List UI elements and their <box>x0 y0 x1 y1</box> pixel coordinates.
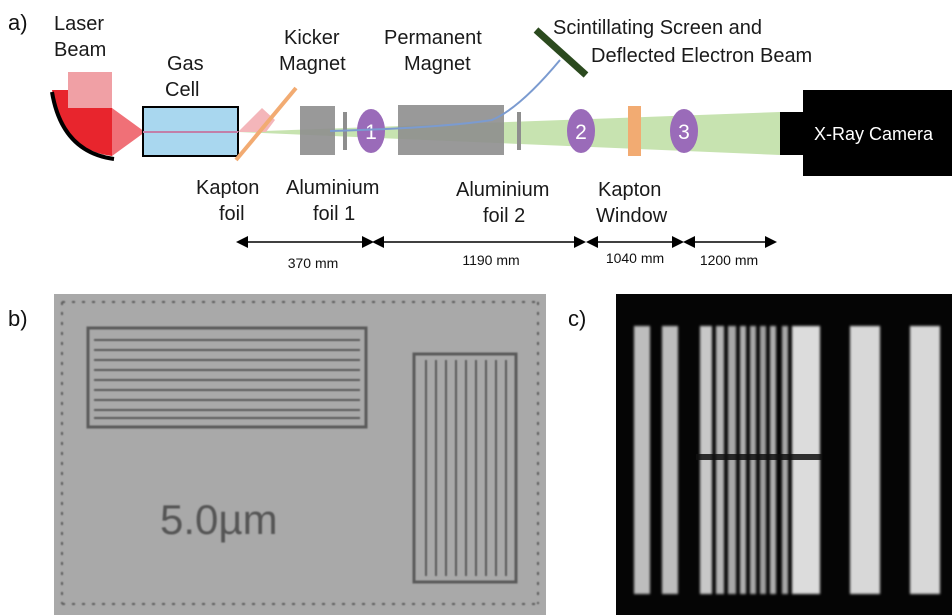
laser-beam-label-2: Beam <box>54 39 107 61</box>
marker-1-shape <box>357 109 385 153</box>
panel-label-c: c) <box>568 306 587 331</box>
kapton-foil <box>234 86 298 162</box>
marker-1: 1 <box>365 121 377 144</box>
resolution-target-image: 5.0µm <box>54 294 546 615</box>
kapton-window-label-1: Kapton <box>598 179 662 201</box>
marker-2: 2 <box>575 121 587 144</box>
panel-label-b: b) <box>8 306 28 331</box>
gas-cell-label-1: Gas <box>167 53 204 75</box>
kicker-magnet-label-2: Magnet <box>279 53 346 75</box>
xray-beam <box>238 112 780 155</box>
parabolic-mirror-edge <box>50 91 115 161</box>
marker-3-shape <box>670 109 698 153</box>
laser-focus-cone <box>112 108 145 156</box>
distance-label-2: 1190 mm <box>462 252 520 268</box>
permanent-magnet <box>398 105 504 155</box>
kapton-window <box>628 106 641 156</box>
aluminium-foil-2 <box>517 112 521 150</box>
gas-cell-label-2: Cell <box>165 79 200 101</box>
kicker-magnet-label-1: Kicker <box>284 27 340 49</box>
laser-beam-label-1: Laser <box>54 13 105 35</box>
xray-camera-label: X-Ray Camera <box>814 124 934 144</box>
deflected-electron-path <box>329 59 561 132</box>
kapton-window-label-2: Window <box>596 205 668 227</box>
permanent-magnet-label-1: Permanent <box>384 27 482 49</box>
scintillating-screen-label-2: Deflected Electron Beam <box>591 45 813 67</box>
distance-label-1: 370 mm <box>287 255 339 271</box>
scintillating-screen <box>533 27 589 78</box>
panel-label-a: a) <box>8 10 28 35</box>
resolution-target-label: 5.0µm <box>160 496 278 543</box>
distance-label-3: 1040 mm <box>605 250 665 266</box>
aluminium-foil-2-label-1: Aluminium <box>456 179 550 201</box>
marker-3: 3 <box>678 121 690 144</box>
kapton-foil-label-1: Kapton <box>196 177 260 199</box>
marker-2-shape <box>567 109 595 153</box>
aluminium-foil-2-label-2: foil 2 <box>483 205 526 227</box>
aluminium-foil-1-label-1: Aluminium <box>286 177 380 199</box>
aluminium-foil-1-label-2: foil 1 <box>313 203 356 225</box>
setup-schematic: 1 2 3 X-Ray Camera <box>50 27 952 248</box>
permanent-magnet-label-2: Magnet <box>404 53 471 75</box>
kapton-foil-label-2: foil <box>219 203 245 225</box>
xray-camera <box>803 90 952 176</box>
distance-label-4: 1200 mm <box>699 252 759 268</box>
xray-target-image <box>616 294 952 615</box>
scintillating-screen-label-1: Scintillating Screen and <box>553 17 763 39</box>
laser-cone-upper <box>68 72 112 108</box>
kicker-magnet <box>300 106 335 155</box>
